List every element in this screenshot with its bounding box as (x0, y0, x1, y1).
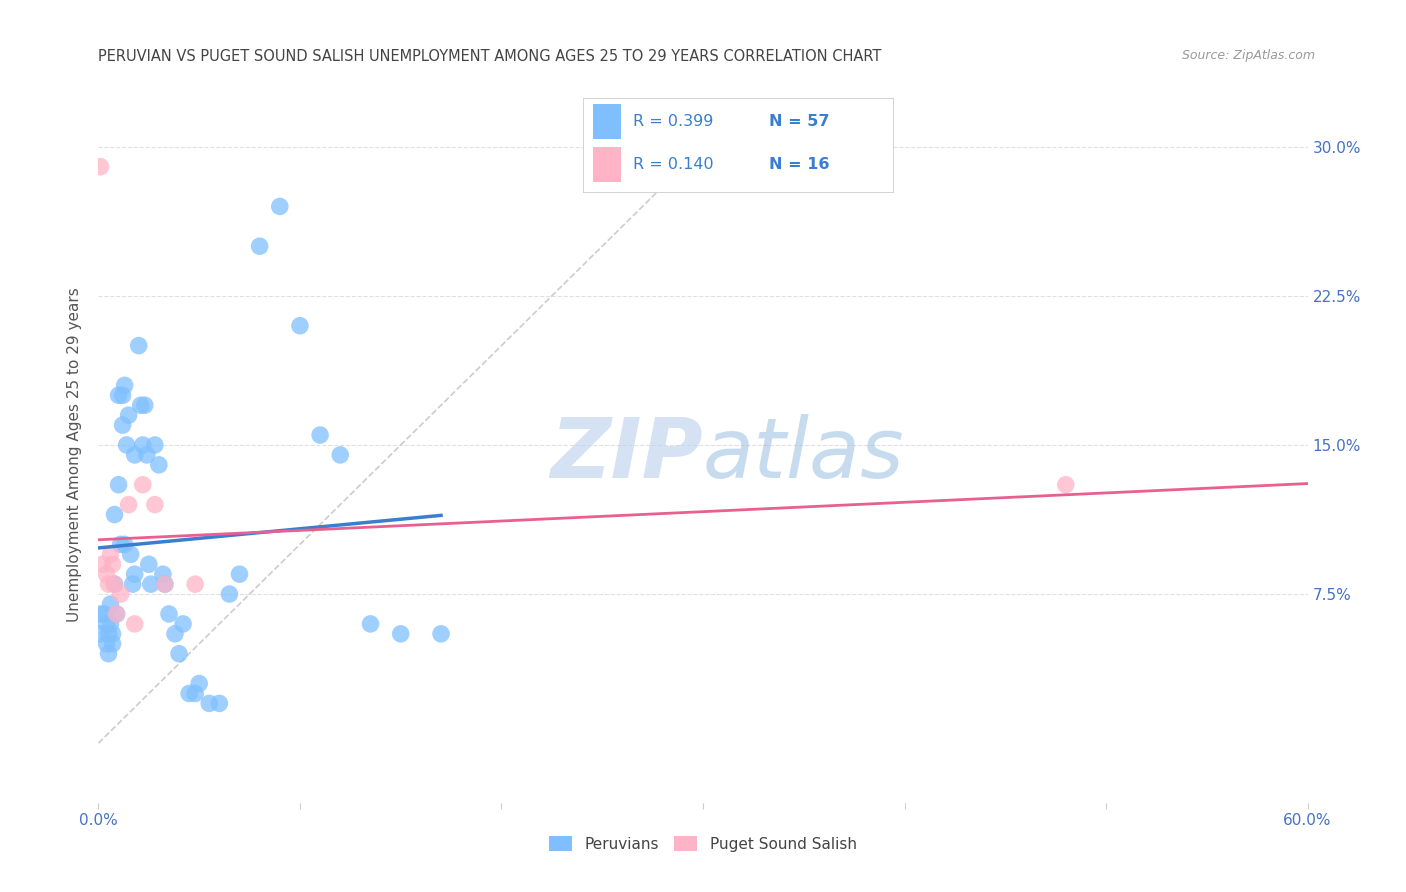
Point (103, 577, 125, 591)
Point (101, 558, 124, 572)
Text: ZIP: ZIP (550, 415, 703, 495)
Point (97, 577, 120, 591)
Point (124, 448, 146, 462)
Point (101, 627, 124, 641)
Point (143, 498, 166, 512)
Point (120, 547, 142, 561)
Point (105, 607, 128, 621)
Point (96, 616, 118, 631)
Point (121, 577, 143, 591)
Text: N = 16: N = 16 (769, 157, 830, 172)
Point (208, 697, 231, 711)
Point (124, 616, 146, 631)
Point (91, 558, 114, 572)
Point (132, 438, 155, 452)
Point (139, 577, 162, 591)
Point (138, 558, 160, 572)
Point (153, 577, 176, 591)
Text: Source: ZipAtlas.com: Source: ZipAtlas.com (1181, 49, 1315, 62)
Point (96, 567, 118, 582)
Point (111, 418, 134, 433)
Point (134, 398, 156, 412)
Point (430, 627, 453, 641)
Point (101, 637, 124, 651)
Point (309, 428, 332, 442)
Point (114, 378, 136, 392)
Point (188, 676, 211, 690)
Point (118, 498, 141, 512)
Point (96, 637, 118, 651)
Point (89, 627, 111, 641)
Point (198, 697, 221, 711)
Point (103, 508, 125, 522)
Point (163, 627, 186, 641)
Point (148, 458, 170, 472)
Point (167, 647, 190, 661)
Point (143, 438, 166, 452)
Point (100, 616, 122, 631)
Point (105, 607, 128, 621)
Point (249, 239, 271, 253)
Point (100, 547, 122, 561)
Text: atlas: atlas (703, 415, 904, 495)
Text: N = 57: N = 57 (769, 114, 830, 129)
Point (128, 338, 150, 352)
Point (132, 477, 155, 491)
Point (288, 318, 311, 333)
Point (107, 388, 129, 402)
Point (1054, 477, 1077, 491)
Point (89, 607, 111, 621)
Point (110, 537, 132, 551)
Point (110, 587, 132, 601)
Point (93, 607, 115, 621)
Point (135, 448, 157, 462)
Y-axis label: Unemployment Among Ages 25 to 29 years: Unemployment Among Ages 25 to 29 years (67, 287, 83, 623)
Bar (593, 147, 620, 183)
Point (97, 627, 120, 641)
Legend: Peruvians, Puget Sound Salish: Peruvians, Puget Sound Salish (543, 830, 863, 858)
Point (389, 627, 412, 641)
Point (152, 567, 174, 582)
Point (269, 199, 291, 213)
Point (124, 567, 146, 582)
Point (100, 597, 122, 611)
Point (184, 577, 207, 591)
Point (184, 686, 207, 700)
Point (329, 448, 352, 462)
Point (157, 607, 180, 621)
Point (111, 388, 134, 402)
Point (97, 647, 120, 661)
Point (179, 686, 201, 700)
Point (103, 577, 125, 591)
Point (107, 477, 129, 491)
Point (228, 567, 250, 582)
Point (89, 160, 111, 174)
Point (129, 398, 152, 412)
Point (218, 587, 240, 601)
Text: R = 0.140: R = 0.140 (633, 157, 714, 172)
Point (172, 616, 194, 631)
Point (118, 408, 141, 422)
Text: PERUVIAN VS PUGET SOUND SALISH UNEMPLOYMENT AMONG AGES 25 TO 29 YEARS CORRELATIO: PERUVIAN VS PUGET SOUND SALISH UNEMPLOYM… (98, 49, 882, 64)
Point (114, 537, 136, 551)
Bar (593, 103, 620, 139)
Point (360, 616, 382, 631)
Point (115, 438, 138, 452)
Text: R = 0.399: R = 0.399 (633, 114, 713, 129)
Point (153, 577, 176, 591)
